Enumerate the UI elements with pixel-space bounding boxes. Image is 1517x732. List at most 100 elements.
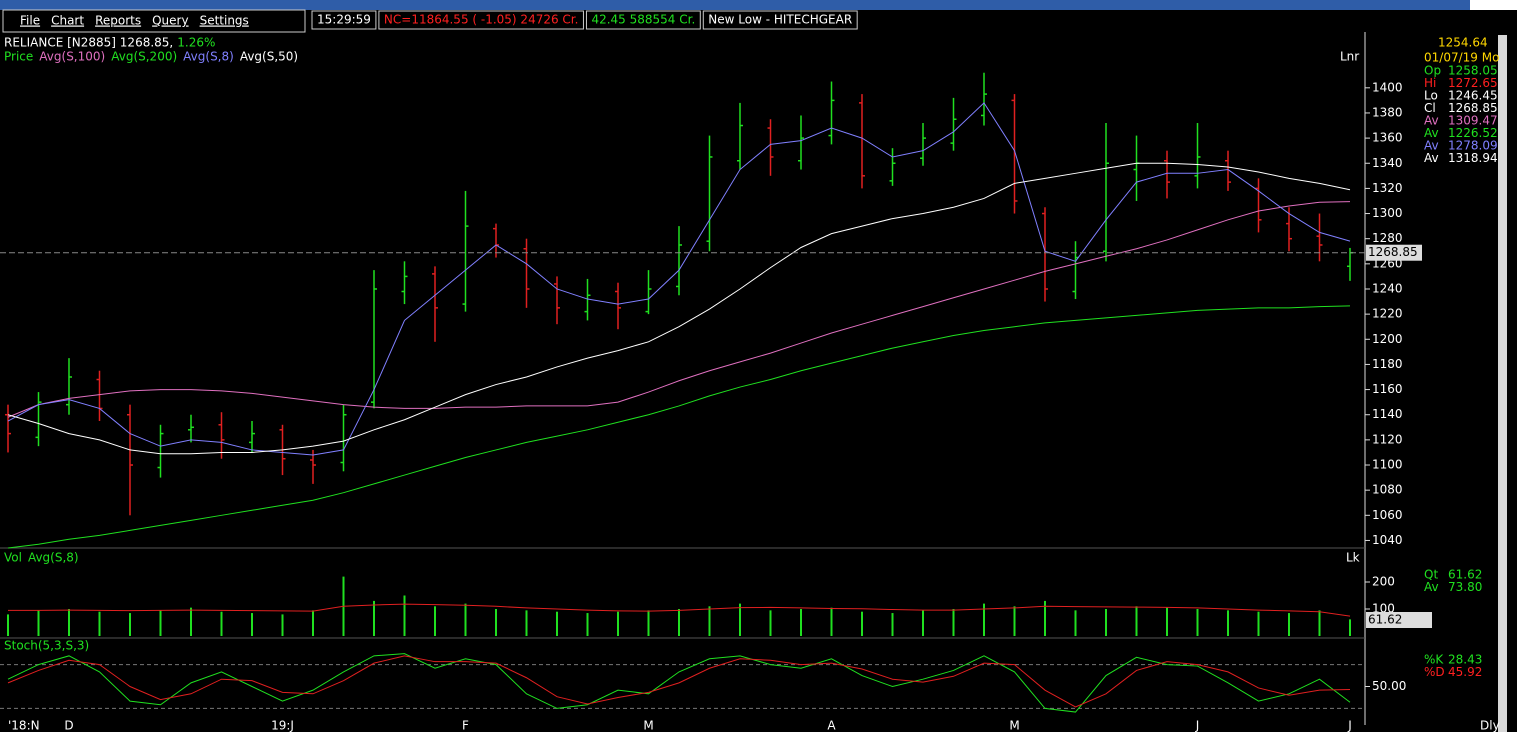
chart-title: RELIANCE [N2885] 1268.85, xyxy=(4,36,173,50)
ticker-box xyxy=(585,10,701,30)
y-tick-label: 1360 xyxy=(1372,131,1403,145)
info-value: 1246.45 xyxy=(1448,89,1498,103)
volume-bar xyxy=(190,607,192,636)
info-value: 1268.85 xyxy=(1448,101,1498,115)
legend-entry: Avg(S,8) xyxy=(28,551,79,565)
volume-bar xyxy=(1166,607,1168,636)
y-tick-label: 1220 xyxy=(1372,307,1403,321)
y-tick-label: 1200 xyxy=(1372,332,1403,346)
ticker-text: 15:29:59 xyxy=(317,13,371,27)
volume-bar xyxy=(922,610,924,636)
info-value: 1272.65 xyxy=(1448,76,1498,90)
change-label: 1.26% xyxy=(177,36,215,50)
stoch-line xyxy=(7,653,1351,713)
info-label: Av xyxy=(1424,139,1439,153)
volume-bar xyxy=(1318,610,1321,636)
volume-bar xyxy=(1135,606,1138,636)
info-value: 45.92 xyxy=(1448,665,1482,679)
y-tick-label: 1340 xyxy=(1372,156,1403,170)
x-tick-label: J xyxy=(1347,719,1352,732)
y-tick-label: 1400 xyxy=(1372,80,1403,94)
info-label: Cl xyxy=(1424,101,1436,115)
menu-bar xyxy=(2,9,306,33)
chart-title: Stoch(5,3,S,3) xyxy=(4,639,89,653)
info-label: %K xyxy=(1424,653,1444,667)
volume-bar xyxy=(983,603,985,636)
info-value: 1318.94 xyxy=(1448,151,1498,165)
info-label: %D xyxy=(1424,665,1445,679)
stoch-line xyxy=(7,655,1351,708)
y-tick-label: 1180 xyxy=(1372,357,1403,371)
volume-bar xyxy=(464,603,467,636)
info-value: 1309.47 xyxy=(1448,114,1498,128)
ticker-text: NC=11864.55 ( -1.05) 24726 Cr. xyxy=(384,13,579,27)
legend-entry: Avg(S,8) xyxy=(183,50,234,64)
scale-label: Lk xyxy=(1346,551,1360,565)
moving-average xyxy=(7,102,1351,456)
title-bar-end xyxy=(1470,0,1517,10)
volume-bar xyxy=(952,609,955,636)
volume-bar xyxy=(68,609,70,636)
y-tick-label: 1380 xyxy=(1372,105,1403,119)
menu-item[interactable]: Reports xyxy=(95,14,141,28)
menu-item[interactable]: Settings xyxy=(200,14,249,28)
info-label: Av xyxy=(1424,580,1439,594)
volume-bar xyxy=(891,613,894,636)
volume-bar xyxy=(1105,609,1107,636)
menu-item[interactable]: File xyxy=(20,14,40,28)
menu-item[interactable]: Query xyxy=(152,14,188,28)
volume-bar xyxy=(37,610,40,636)
volume-bar xyxy=(220,611,223,636)
volume-bar xyxy=(525,610,528,636)
volume-bar xyxy=(708,606,711,636)
info-label: Hi xyxy=(1424,76,1436,90)
y-tick-label: 1100 xyxy=(1372,458,1403,472)
y-tick-label: 200 xyxy=(1372,575,1395,589)
volume-bar xyxy=(586,613,589,636)
ticker-box xyxy=(378,10,584,30)
x-tick-label: D xyxy=(64,719,73,732)
volume-bar xyxy=(739,603,741,636)
scrollbar[interactable] xyxy=(1498,35,1507,732)
info-date: 01/07/19 Mo xyxy=(1424,51,1499,65)
info-label: Av xyxy=(1424,114,1439,128)
y-tick-label: 1120 xyxy=(1372,432,1403,446)
moving-average xyxy=(7,305,1351,549)
x-tick-label: M xyxy=(643,719,653,732)
info-price: 1254.64 xyxy=(1438,36,1488,50)
volume-bar xyxy=(1257,611,1260,636)
y-tick-label: 1080 xyxy=(1372,483,1403,497)
volume-average xyxy=(8,603,1351,617)
volume-bar xyxy=(1227,610,1229,636)
info-label: Av xyxy=(1424,151,1439,165)
y-tick-label: 1280 xyxy=(1372,231,1403,245)
volume-bar xyxy=(281,614,284,636)
legend-entry: Price xyxy=(4,50,33,64)
volume-bar xyxy=(647,610,650,636)
info-value: 73.80 xyxy=(1448,580,1482,594)
last-volume-box xyxy=(1366,612,1432,628)
moving-average xyxy=(7,201,1351,418)
x-tick-label: F xyxy=(462,719,469,732)
scale-label: Lnr xyxy=(1340,50,1359,64)
last-price-box xyxy=(1366,244,1422,261)
y-tick-label: 1040 xyxy=(1372,533,1403,547)
volume-bar xyxy=(312,610,314,636)
info-label: Av xyxy=(1424,126,1439,140)
menu-item[interactable]: Chart xyxy=(51,14,84,28)
volume-bar xyxy=(495,609,497,636)
volume-bar xyxy=(800,609,802,636)
y-tick-label: 1320 xyxy=(1372,181,1403,195)
ticker-text: 42.45 588554 Cr. xyxy=(591,13,695,27)
info-value: 1278.09 xyxy=(1448,139,1498,153)
volume-bar xyxy=(7,614,9,636)
volume-bar xyxy=(373,600,375,636)
x-tick-label: M xyxy=(1009,719,1019,732)
legend-entry: Avg(S,100) xyxy=(39,50,105,64)
volume-bar xyxy=(678,609,680,636)
x-tick-label: J xyxy=(1195,719,1200,732)
ticker-text: New Low - HITECHGEAR xyxy=(708,13,852,27)
y-tick-label: 1140 xyxy=(1372,407,1403,421)
